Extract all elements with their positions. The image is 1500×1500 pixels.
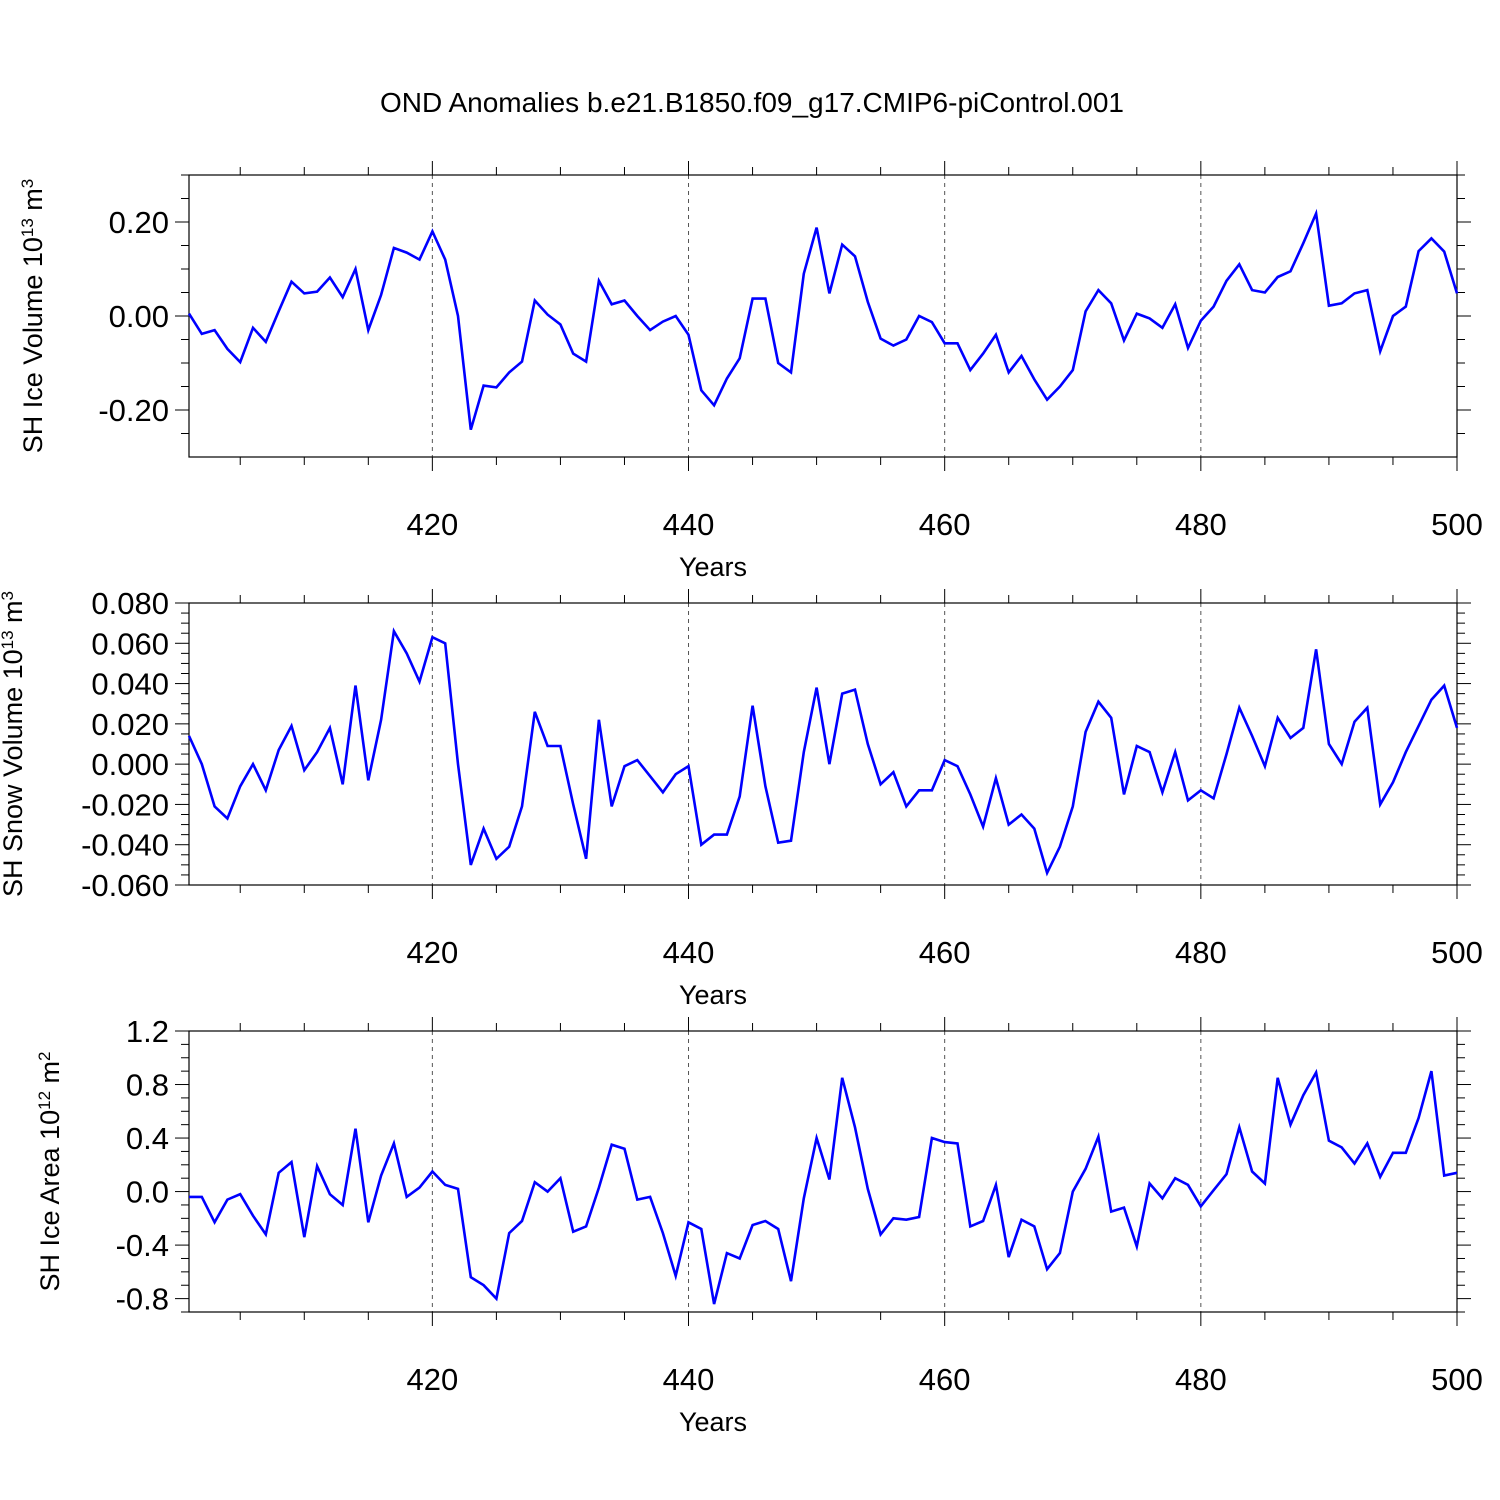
panel-1: -0.20 0.00 0.20 420 440 460 480 500 Years SH Ice … xyxy=(18,161,1483,582)
x-tick-label: 440 xyxy=(663,507,715,542)
y-tick-label: 0.8 xyxy=(126,1068,169,1103)
y-axis-label: SH Ice Volume 1013 m3 xyxy=(18,179,48,454)
x-tick-label: 420 xyxy=(406,935,458,970)
y-axis-label-text: SH Ice Volume 10 xyxy=(18,237,48,453)
series-line xyxy=(187,627,1459,877)
x-tick-label: 420 xyxy=(406,1362,458,1397)
y-tick-label: 0.00 xyxy=(109,299,169,334)
y-tick-label: 0.20 xyxy=(109,205,169,240)
series-line xyxy=(187,208,1459,431)
plot-frame xyxy=(188,602,1458,886)
x-tick-label: 480 xyxy=(1175,1362,1227,1397)
panel-3: -0.8 -0.4 0.0 0.4 0.8 1.2 420 440 460 480 500 Years… xyxy=(35,1014,1483,1437)
x-tick-label: 500 xyxy=(1431,1362,1483,1397)
y-tick-label: -0.020 xyxy=(81,787,169,822)
y-axis-label-superscript: 3 xyxy=(0,591,17,600)
y-axis-label-superscript: 3 xyxy=(18,179,37,188)
y-axis-label: SH Snow Volume 1013 m3 xyxy=(0,591,28,897)
y-tick-label: 0.060 xyxy=(91,626,169,661)
x-tick-label: 460 xyxy=(919,507,971,542)
y-axis-label-superscript: 2 xyxy=(35,1052,54,1061)
y-tick-label: -0.4 xyxy=(116,1228,169,1263)
series-line xyxy=(189,1068,1458,1305)
x-tick-label: 500 xyxy=(1431,507,1483,542)
y-tick-label: -0.20 xyxy=(98,393,169,428)
y-tick-label: 0.020 xyxy=(91,707,169,742)
plot-frame xyxy=(188,1030,1458,1313)
y-tick-label: 0.000 xyxy=(91,747,169,782)
x-tick-label: 460 xyxy=(919,935,971,970)
x-tick-label: 500 xyxy=(1431,935,1483,970)
x-tick-label: 440 xyxy=(663,1362,715,1397)
y-axis-label-text: m xyxy=(35,1061,65,1091)
y-tick-label: 0.040 xyxy=(91,667,169,702)
x-axis-label: Years xyxy=(679,980,747,1010)
y-tick-label: -0.040 xyxy=(81,828,169,863)
y-axis-label-superscript: 12 xyxy=(35,1091,54,1110)
x-tick-label: 440 xyxy=(663,935,715,970)
chart-title: OND Anomalies b.e21.B1850.f09_g17.CMIP6-… xyxy=(380,87,1124,118)
plot-frame xyxy=(188,174,1458,458)
y-tick-label: -0.8 xyxy=(116,1282,169,1317)
y-axis-label-text: m xyxy=(0,600,28,630)
y-axis-label-superscript: 13 xyxy=(0,630,17,649)
y-axis-label-text: SH Ice Area 10 xyxy=(35,1110,65,1292)
x-tick-label: 480 xyxy=(1175,935,1227,970)
panels-container: -0.20 0.00 0.20 420 440 460 480 500 Years SH Ice … xyxy=(0,161,1483,1437)
x-axis-label: Years xyxy=(679,1407,747,1437)
y-axis-label: SH Ice Area 1012 m2 xyxy=(35,1052,65,1292)
x-tick-label: 460 xyxy=(919,1362,971,1397)
x-tick-label: 480 xyxy=(1175,507,1227,542)
y-tick-label: -0.060 xyxy=(81,868,169,903)
x-tick-label: 420 xyxy=(406,507,458,542)
y-tick-label: 0.0 xyxy=(126,1175,169,1210)
y-axis-label-text: m xyxy=(18,188,48,218)
y-axis-label-text: SH Snow Volume 10 xyxy=(0,649,28,897)
y-tick-label: 1.2 xyxy=(126,1014,169,1049)
y-tick-label: 0.4 xyxy=(126,1121,169,1156)
panel-2: -0.060 -0.040 -0.020 0.000 0.020 0.040 0.060 0.… xyxy=(0,586,1483,1010)
y-axis-label-superscript: 13 xyxy=(18,218,37,237)
x-axis-label: Years xyxy=(679,552,747,582)
y-tick-label: 0.080 xyxy=(91,586,169,621)
